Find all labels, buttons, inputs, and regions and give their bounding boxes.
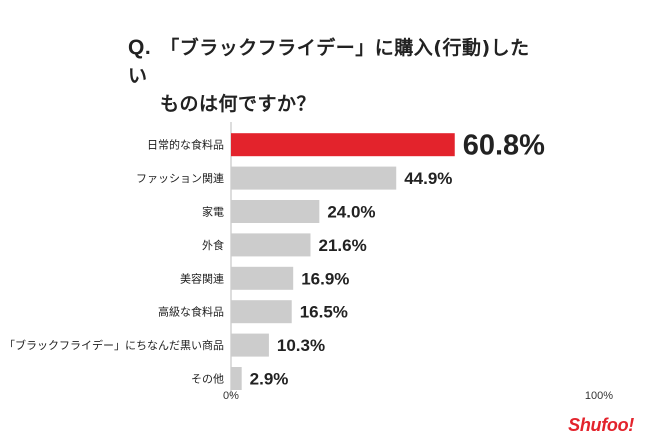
value-label: 10.3% bbox=[277, 336, 325, 355]
category-label: その他 bbox=[191, 373, 224, 386]
value-label: 44.9% bbox=[404, 169, 452, 188]
value-label: 16.5% bbox=[300, 303, 348, 322]
bar bbox=[231, 300, 292, 324]
category-label: 外食 bbox=[202, 238, 224, 252]
value-label: 16.9% bbox=[301, 269, 349, 288]
category-label: 高級な食料品 bbox=[158, 305, 224, 319]
title-line-1: 「ブラックフライデー」に購入(行動)したい bbox=[128, 37, 530, 87]
bar bbox=[231, 166, 397, 190]
value-label: 60.8% bbox=[463, 130, 545, 162]
x-tick-label: 100% bbox=[585, 390, 613, 402]
value-label: 24.0% bbox=[327, 203, 375, 222]
chart-title: Q. 「ブラックフライデー」に購入(行動)したい ものは何ですか？ bbox=[128, 34, 548, 118]
question-prefix: Q. bbox=[128, 36, 152, 59]
value-label: 2.9% bbox=[250, 370, 289, 389]
category-label: ファッション関連 bbox=[136, 171, 224, 185]
x-tick-label: 0% bbox=[223, 390, 239, 402]
category-label: 「ブラックフライデー」にちなんだ黒い商品 bbox=[4, 338, 224, 352]
bar bbox=[231, 367, 242, 390]
bar bbox=[231, 333, 269, 357]
bar bbox=[231, 266, 294, 290]
bar bbox=[231, 133, 455, 157]
value-label: 21.6% bbox=[318, 236, 366, 255]
category-label: 日常的な食料品 bbox=[147, 138, 224, 152]
category-label: 美容関連 bbox=[180, 271, 224, 285]
bar bbox=[231, 233, 311, 257]
title-line-2: ものは何ですか？ bbox=[160, 93, 317, 115]
category-label: 家電 bbox=[202, 205, 224, 219]
shufoo-logo: Shufoo! bbox=[568, 415, 634, 435]
bar bbox=[231, 200, 320, 223]
